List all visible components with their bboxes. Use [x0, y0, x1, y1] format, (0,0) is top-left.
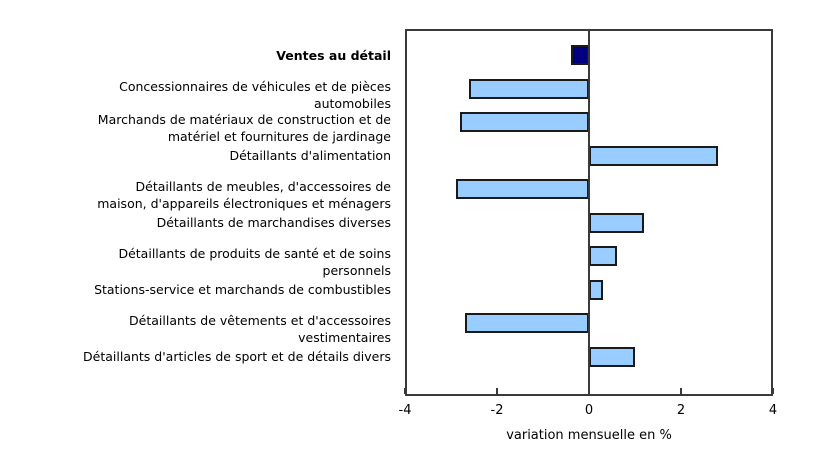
x-tick	[404, 388, 406, 394]
category-label-line: Détaillants de produits de santé et de s…	[118, 246, 391, 261]
bar	[570, 45, 589, 65]
bar	[464, 313, 589, 333]
category-label: Ventes au détail	[276, 47, 391, 64]
category-label-line: Détaillants de marchandises diverses	[156, 215, 391, 230]
x-tick	[588, 388, 590, 394]
x-tick-label: 4	[768, 403, 778, 418]
category-label-line: Ventes au détail	[276, 47, 391, 63]
category-label-line: personnels	[322, 263, 391, 278]
x-tick	[496, 388, 498, 394]
x-tick-label: -4	[398, 403, 412, 418]
category-label: Détaillants de vêtements et d'accessoire…	[129, 312, 391, 346]
category-label: Détaillants d'articles de sport et de dé…	[83, 348, 391, 365]
bar	[469, 78, 589, 99]
category-label-line: Détaillants d'alimentation	[229, 148, 391, 163]
category-label-line: Détaillants d'articles de sport et de dé…	[83, 349, 391, 364]
bar	[589, 212, 645, 233]
bar	[589, 246, 617, 266]
zero-line	[588, 29, 590, 396]
x-axis-label: variation mensuelle en %	[506, 428, 672, 443]
category-label: Concessionnaires de véhicules et de pièc…	[119, 78, 391, 112]
category-label-line: Stations-service et marchands de combust…	[94, 282, 391, 297]
category-label-line: Détaillants de vêtements et d'accessoire…	[129, 313, 391, 328]
category-label: Marchands de matériaux de construction e…	[98, 111, 391, 145]
category-label-line: automobiles	[313, 95, 391, 111]
x-tick	[772, 388, 774, 394]
category-label: Détaillants de marchandises diverses	[157, 214, 391, 231]
category-label-line: matériel et fournitures de jardinage	[167, 129, 391, 144]
category-label-line: Concessionnaires de véhicules et de pièc…	[119, 78, 391, 94]
bar	[589, 279, 603, 300]
x-tick-label: 2	[676, 403, 686, 418]
bar	[589, 346, 635, 367]
category-label: Détaillants de meubles, d'accessoires de…	[97, 178, 391, 212]
x-tick	[680, 388, 682, 394]
category-label-line: vestimentaires	[298, 330, 391, 345]
x-tick-label: 0	[584, 403, 594, 418]
category-label-line: Détaillants de meubles, d'accessoires de	[135, 179, 392, 194]
bar	[460, 112, 589, 132]
category-label: Détaillants de produits de santé et de s…	[118, 245, 391, 279]
bar	[589, 145, 718, 166]
category-label: Stations-service et marchands de combust…	[94, 281, 391, 298]
category-label-line: maison, d'appareils électroniques et mén…	[97, 196, 391, 211]
category-label: Détaillants d'alimentation	[229, 147, 391, 164]
bar	[455, 179, 589, 199]
x-tick-label: -2	[490, 403, 504, 418]
category-label-line: Marchands de matériaux de construction e…	[97, 112, 391, 127]
